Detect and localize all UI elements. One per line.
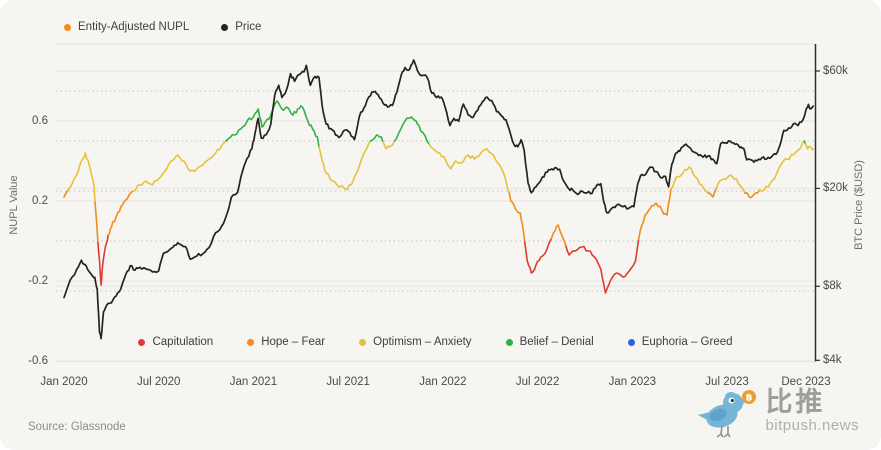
band-legend-item: Belief – Denial xyxy=(505,336,594,348)
legend-dot-icon xyxy=(221,23,229,31)
band-legend-item: Capitulation xyxy=(138,336,213,348)
legend-dot-icon xyxy=(627,338,635,346)
bitpush-logo: ฿ 比推 bitpush.news xyxy=(695,388,859,442)
top-legend: Entity-Adjusted NUPL Price xyxy=(64,21,261,33)
legend-dot-icon xyxy=(505,338,513,346)
legend-label: Optimism – Anxiety xyxy=(373,336,472,348)
legend-label: Price xyxy=(235,21,262,33)
legend-dot-icon xyxy=(359,338,367,346)
legend-dot-icon xyxy=(138,338,146,346)
top-legend-item: Price xyxy=(221,21,261,33)
logo-chinese-name: 比推 xyxy=(765,387,826,417)
legend-label: Belief – Denial xyxy=(519,336,594,348)
band-legend-item: Optimism – Anxiety xyxy=(359,336,472,348)
legend-dot-icon xyxy=(64,23,71,31)
legend-label: Capitulation xyxy=(152,336,214,348)
source-credit: Source: Glassnode xyxy=(28,421,126,433)
band-legend-item: Hope – Fear xyxy=(247,336,325,348)
legend-label: Euphoria – Greed xyxy=(641,336,733,348)
twitter-bird-icon: ฿ xyxy=(698,390,757,438)
band-legend-item: Euphoria – Greed xyxy=(627,336,733,348)
legend-dot-icon xyxy=(247,338,255,346)
logo-domain: bitpush.news xyxy=(765,417,859,435)
legend-label: Hope – Fear xyxy=(261,336,326,348)
bands-legend: Capitulation Hope – Fear Optimism – Anxiet… xyxy=(56,336,815,348)
right-axis-title: BTC Price ($USD) xyxy=(853,160,865,250)
top-legend-item: Entity-Adjusted NUPL xyxy=(64,21,189,33)
left-axis-title: NUPL Value xyxy=(8,175,20,235)
svg-text:฿: ฿ xyxy=(746,392,753,403)
legend-label: Entity-Adjusted NUPL xyxy=(78,21,190,33)
bitcoin-icon xyxy=(742,390,757,404)
